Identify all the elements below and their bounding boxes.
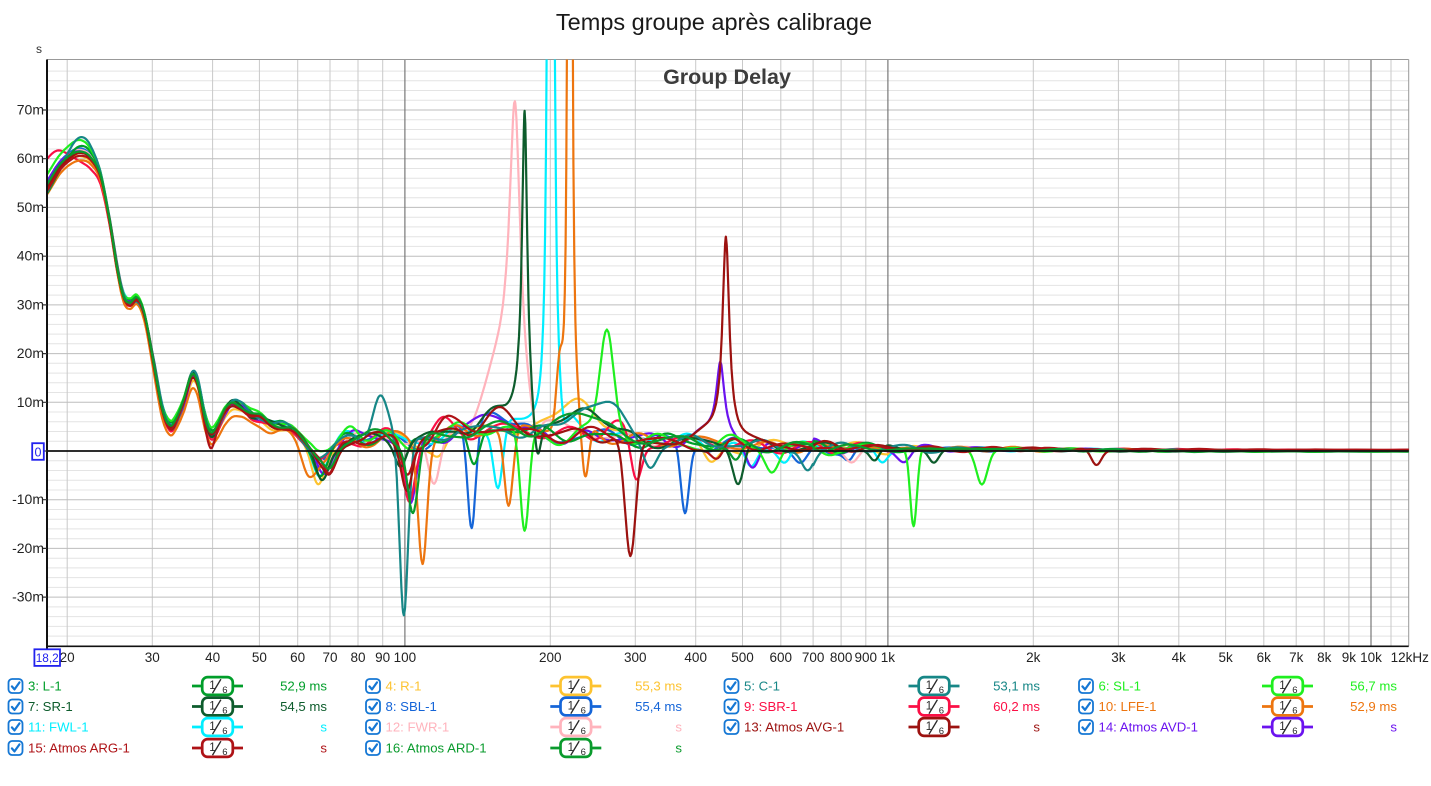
svg-text:1: 1 [926, 701, 932, 713]
svg-text:s: s [1033, 720, 1040, 735]
svg-text:600: 600 [770, 650, 793, 665]
svg-text:500: 500 [731, 650, 754, 665]
svg-text:800: 800 [830, 650, 853, 665]
svg-text:1: 1 [568, 701, 574, 713]
svg-text:10m: 10m [17, 394, 44, 410]
svg-text:5: C-1: 5: C-1 [744, 679, 780, 694]
svg-text:14: Atmos AVD-1: 14: Atmos AVD-1 [1099, 720, 1198, 735]
svg-text:300: 300 [624, 650, 647, 665]
svg-text:7k: 7k [1289, 650, 1304, 665]
svg-text:12kHz: 12kHz [1391, 650, 1430, 665]
svg-text:s: s [36, 42, 42, 56]
svg-text:10k: 10k [1360, 650, 1382, 665]
svg-text:6: 6 [581, 726, 586, 737]
svg-text:60m: 60m [17, 150, 44, 166]
svg-text:55,4 ms: 55,4 ms [635, 699, 682, 714]
svg-text:12: FWR-1: 12: FWR-1 [386, 720, 450, 735]
svg-text:15: Atmos ARG-1: 15: Atmos ARG-1 [28, 741, 130, 756]
svg-text:1: 1 [568, 680, 574, 692]
svg-text:60,2 ms: 60,2 ms [993, 699, 1040, 714]
svg-text:2k: 2k [1026, 650, 1041, 665]
svg-text:1: 1 [568, 721, 574, 733]
svg-text:s: s [675, 741, 682, 756]
svg-text:11: FWL-1: 11: FWL-1 [28, 720, 89, 735]
svg-text:100: 100 [394, 650, 417, 665]
svg-text:7: SR-1: 7: SR-1 [28, 699, 73, 714]
svg-text:30: 30 [145, 650, 160, 665]
svg-text:9k: 9k [1342, 650, 1357, 665]
svg-text:50: 50 [252, 650, 267, 665]
svg-text:20: 20 [60, 650, 75, 665]
svg-text:3: L-1: 3: L-1 [28, 679, 62, 694]
svg-text:3k: 3k [1111, 650, 1126, 665]
svg-text:6: 6 [222, 685, 227, 696]
svg-text:1: 1 [1279, 721, 1285, 733]
svg-text:30m: 30m [17, 296, 44, 312]
svg-text:9: SBR-1: 9: SBR-1 [744, 699, 798, 714]
svg-text:54,5 ms: 54,5 ms [280, 699, 327, 714]
svg-text:40: 40 [205, 650, 220, 665]
svg-text:52,9 ms: 52,9 ms [1350, 699, 1397, 714]
svg-text:1: 1 [209, 721, 215, 733]
svg-text:700: 700 [802, 650, 825, 665]
svg-text:53,1 ms: 53,1 ms [993, 679, 1040, 694]
svg-text:Group Delay: Group Delay [663, 65, 791, 89]
svg-text:5k: 5k [1218, 650, 1233, 665]
svg-text:56,7 ms: 56,7 ms [1350, 679, 1397, 694]
svg-text:1: 1 [209, 701, 215, 713]
svg-text:6: 6 [939, 706, 944, 717]
svg-text:4k: 4k [1172, 650, 1187, 665]
svg-text:80: 80 [350, 650, 365, 665]
svg-text:1: 1 [926, 721, 932, 733]
svg-text:6: 6 [939, 726, 944, 737]
svg-text:13: Atmos AVG-1: 13: Atmos AVG-1 [744, 720, 844, 735]
svg-text:70m: 70m [17, 102, 44, 118]
svg-text:60: 60 [290, 650, 305, 665]
svg-text:4: R-1: 4: R-1 [386, 679, 422, 694]
svg-text:6: 6 [581, 706, 586, 717]
svg-text:16: Atmos ARD-1: 16: Atmos ARD-1 [386, 741, 487, 756]
svg-text:400: 400 [684, 650, 707, 665]
svg-text:s: s [320, 741, 327, 756]
svg-text:6: 6 [1292, 726, 1297, 737]
svg-text:1: 1 [209, 742, 215, 754]
svg-text:18,2: 18,2 [36, 651, 59, 665]
svg-text:6: SL-1: 6: SL-1 [1099, 679, 1142, 694]
svg-text:200: 200 [539, 650, 562, 665]
svg-text:40m: 40m [17, 248, 44, 264]
svg-text:6: 6 [939, 685, 944, 696]
svg-text:1: 1 [1279, 701, 1285, 713]
svg-text:90: 90 [375, 650, 390, 665]
svg-text:52,9 ms: 52,9 ms [280, 679, 327, 694]
svg-text:6: 6 [222, 726, 227, 737]
svg-text:s: s [320, 720, 327, 735]
svg-text:s: s [675, 720, 682, 735]
svg-text:55,3 ms: 55,3 ms [635, 679, 682, 694]
svg-text:Temps groupe après calibrage: Temps groupe après calibrage [556, 9, 872, 35]
svg-text:1: 1 [1279, 680, 1285, 692]
svg-text:1: 1 [568, 742, 574, 754]
svg-text:20m: 20m [17, 345, 44, 361]
svg-text:1: 1 [209, 680, 215, 692]
svg-text:10: LFE-1: 10: LFE-1 [1099, 699, 1157, 714]
svg-text:6: 6 [222, 747, 227, 758]
svg-text:50m: 50m [17, 199, 44, 215]
svg-text:-20m: -20m [12, 540, 44, 556]
svg-text:1: 1 [926, 680, 932, 692]
svg-text:6: 6 [581, 685, 586, 696]
svg-text:8k: 8k [1317, 650, 1332, 665]
svg-text:6: 6 [222, 706, 227, 717]
svg-text:900: 900 [855, 650, 878, 665]
svg-text:-10m: -10m [12, 491, 44, 507]
svg-text:70: 70 [322, 650, 337, 665]
svg-text:6k: 6k [1257, 650, 1272, 665]
svg-text:s: s [1390, 720, 1397, 735]
svg-text:8: SBL-1: 8: SBL-1 [386, 699, 437, 714]
svg-text:0: 0 [35, 446, 42, 460]
svg-text:1k: 1k [881, 650, 896, 665]
svg-text:6: 6 [1292, 706, 1297, 717]
svg-text:-30m: -30m [12, 589, 44, 605]
svg-text:6: 6 [581, 747, 586, 758]
svg-text:6: 6 [1292, 685, 1297, 696]
